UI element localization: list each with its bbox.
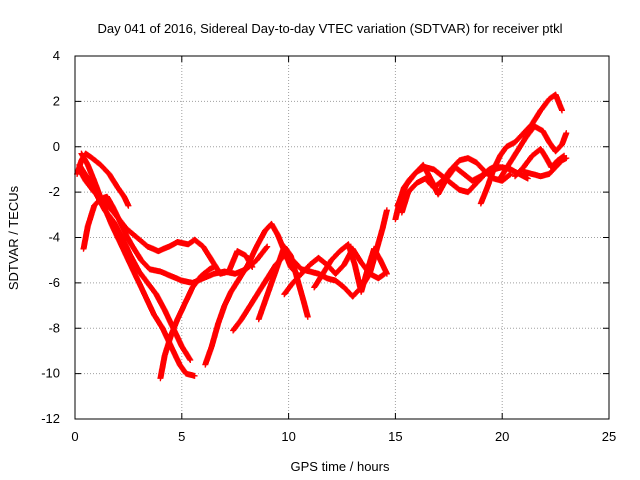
scatter-markers xyxy=(512,146,568,180)
series-track-17 xyxy=(512,146,568,180)
x-tick-label: 10 xyxy=(281,429,295,444)
series-track-14 xyxy=(398,155,514,216)
y-tick-label: -6 xyxy=(48,275,60,290)
scatter-markers xyxy=(311,241,390,295)
x-axis-label: GPS time / hours xyxy=(291,459,390,474)
y-tick-label: -8 xyxy=(48,320,60,335)
y-tick-label: -4 xyxy=(48,230,60,245)
series-track-5 xyxy=(76,161,194,363)
series-track-9 xyxy=(255,243,311,323)
series-track-2 xyxy=(76,166,256,277)
x-tick-label: 5 xyxy=(178,429,185,444)
y-tick-label: 4 xyxy=(53,48,60,63)
y-tick-label: -2 xyxy=(48,184,60,199)
y-tick-label: -12 xyxy=(41,411,60,426)
scatter-markers xyxy=(497,123,570,182)
series-track-18 xyxy=(520,155,570,180)
scatter-markers xyxy=(76,166,256,277)
scatter-markers xyxy=(76,161,194,363)
series-track-16 xyxy=(497,123,570,182)
axis-ticks: 0 5 10 15 20 25 -12 -10 -8 -6 -4 -2 0 2 4 xyxy=(41,48,616,444)
scatter-markers xyxy=(477,91,565,207)
y-tick-label: -10 xyxy=(41,366,60,381)
scatter-markers xyxy=(398,155,514,216)
x-tick-label: 15 xyxy=(388,429,402,444)
y-axis-label: SDTVAR / TECUs xyxy=(6,185,21,290)
grid-lines xyxy=(75,56,609,419)
chart-title: Day 041 of 2016, Sidereal Day-to-day VTE… xyxy=(97,21,562,36)
series-track-11 xyxy=(311,241,390,295)
y-tick-label: 0 xyxy=(53,139,60,154)
data-markers xyxy=(74,91,570,382)
x-tick-label: 0 xyxy=(71,429,78,444)
y-tick-label: 2 xyxy=(53,93,60,108)
x-tick-label: 20 xyxy=(495,429,509,444)
scatter-markers xyxy=(255,243,311,323)
series-track-15 xyxy=(477,91,565,207)
x-tick-label: 25 xyxy=(602,429,616,444)
scatter-markers xyxy=(157,264,217,382)
scatter-markers xyxy=(520,155,570,180)
series-track-6 xyxy=(157,264,217,382)
